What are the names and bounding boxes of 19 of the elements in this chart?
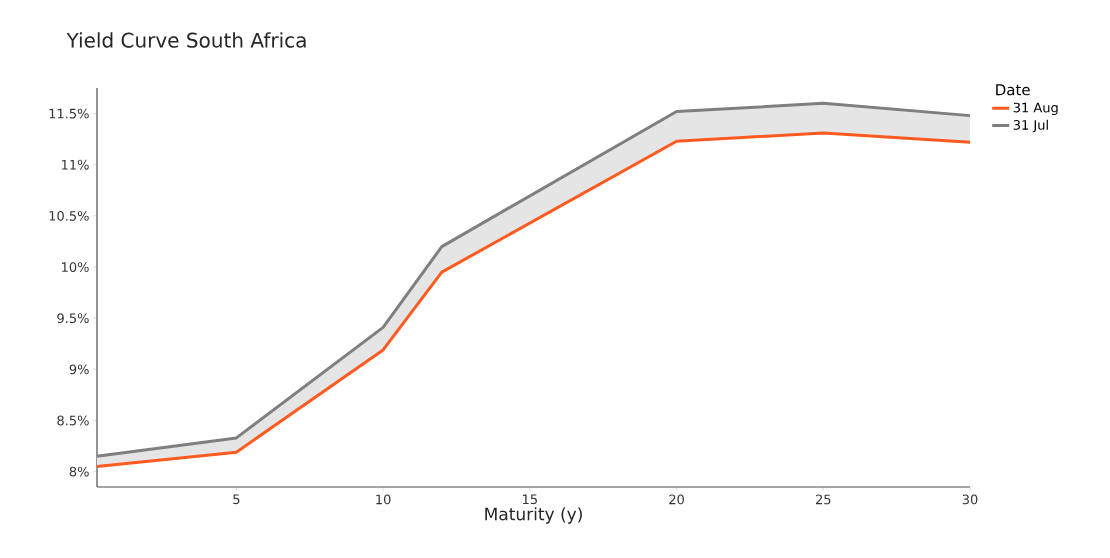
x-tick-label: 15 bbox=[522, 494, 537, 505]
legend-label: 31 Jul bbox=[1013, 119, 1048, 133]
legend-title: Date bbox=[996, 84, 1030, 96]
x-tick-label: 10 bbox=[376, 494, 391, 505]
x-tick-label: 5 bbox=[233, 494, 240, 505]
y-tick-label: 9.5% bbox=[57, 313, 89, 324]
y-tick-label: 8.5% bbox=[57, 415, 89, 426]
x-tick-label: 30 bbox=[962, 494, 978, 505]
chart-title: Yield Curve South Africa bbox=[66, 32, 306, 48]
y-tick-label: 9% bbox=[69, 364, 89, 375]
y-tick-label: 10.5% bbox=[49, 210, 89, 221]
x-tick-label: 20 bbox=[669, 494, 684, 505]
y-tick-label: 11% bbox=[62, 159, 89, 170]
x-tick-label: 25 bbox=[815, 494, 831, 505]
x-axis-title: Maturity (y) bbox=[485, 507, 582, 524]
y-tick-label: 11.5% bbox=[49, 108, 89, 119]
y-tick-label: 8% bbox=[69, 466, 89, 477]
y-tick-label: 10% bbox=[62, 262, 89, 272]
legend-label: 31 Aug bbox=[1013, 102, 1058, 115]
